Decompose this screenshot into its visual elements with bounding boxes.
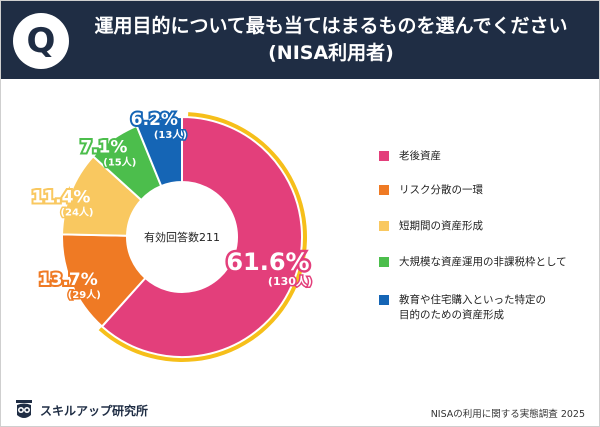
- legend-swatch: [379, 151, 389, 161]
- slice-percent-label: 61.6%: [226, 248, 309, 276]
- slice-count-label: (130人): [268, 274, 312, 288]
- chart-title-line2: (NISA利用者): [268, 42, 394, 64]
- legend-label: 教育や住宅購入といった特定の目的のための資産形成: [399, 294, 546, 321]
- legend-label: 短期間の資産形成: [399, 220, 483, 232]
- legend-label: リスク分散の一環: [399, 184, 483, 196]
- legend-swatch: [379, 257, 389, 267]
- source-note: NISAの利用に関する実態調査 2025: [430, 409, 585, 420]
- chart-title: 運用目的について最も当てはまるものを選んでください (NISA利用者): [81, 13, 581, 67]
- owl-logo-icon: [16, 400, 32, 418]
- slice-count-label: (15人): [103, 156, 136, 169]
- slice-percent-label: 7.1%: [80, 138, 127, 158]
- question-icon: Q: [26, 21, 56, 61]
- slice-percent-label: 11.4%: [31, 188, 90, 208]
- legend-swatch: [379, 185, 389, 195]
- slice-count-label: (13人): [154, 128, 187, 141]
- slice-count-label: (24人): [60, 206, 93, 219]
- legend-swatch: [379, 295, 389, 305]
- slice-percent-label: 6.2%: [131, 110, 178, 130]
- question-header: Q 運用目的について最も当てはまるものを選んでください (NISA利用者): [1, 1, 599, 79]
- donut-slice: [100, 115, 303, 358]
- donut-center-label: 有効回答数211: [144, 230, 220, 244]
- slice-count-label: (29人): [68, 288, 101, 301]
- slice-percent-label: 13.7%: [39, 270, 98, 290]
- legend-label: 大規模な資産運用の非課税枠として: [399, 256, 567, 268]
- brand-name: スキルアップ研究所: [40, 404, 149, 418]
- legend-swatch: [379, 221, 389, 231]
- donut-slice: [135, 115, 183, 188]
- donut-chart: 61.6%(130人) 13.7%(29人) 11.4%(24人) 7.1%(15人)…: [29, 108, 313, 362]
- chart-title-line1: 運用目的について最も当てはまるものを選んでください: [94, 15, 568, 37]
- legend-label: 老後資産: [399, 150, 441, 162]
- question-badge: Q: [13, 13, 69, 69]
